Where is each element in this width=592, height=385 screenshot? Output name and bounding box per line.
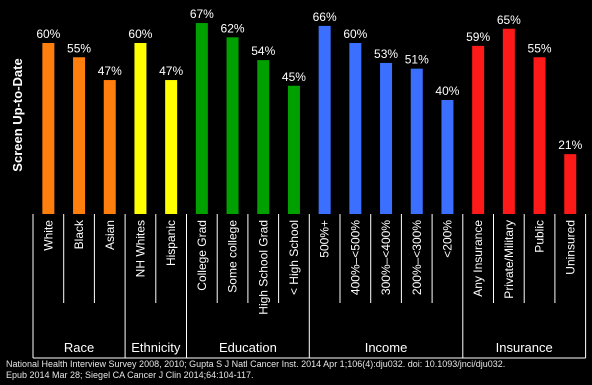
bar-1 [42,43,55,214]
bars-group: 60% 55% 47% 60% 47% 67% 62% 54% 45% 66% 60% 53% 51% 4… [36,7,583,215]
group-label-2: Ethnicity [131,340,181,355]
group-label-1: Race [64,340,94,355]
bar-17 [533,57,546,214]
value-label-4: 60% [128,27,152,41]
value-label-2: 55% [67,41,91,55]
category-label-10: 500%+ [318,220,332,258]
category-label-3: Asian [103,220,117,250]
category-label-7: Some college [226,220,240,293]
value-label-12: 53% [374,47,398,61]
footnote-line-1: National Health Interview Survey 2008, 2… [6,359,506,369]
value-label-8: 54% [251,44,275,58]
category-label-18: Uninsured [563,220,577,275]
bar-13 [410,68,423,215]
bar-11 [349,43,362,214]
bar-10 [318,25,331,215]
bar-14 [441,100,454,214]
value-label-11: 60% [343,27,367,41]
category-table: White Black Asian NH Whites Hispanic College … [32,214,587,359]
category-label-15: Any Insurance [471,220,485,297]
y-axis-label: Screen Up-to-Date [10,58,25,171]
category-label-9: < High School [287,220,301,295]
bar-16 [502,28,515,214]
bar-6 [195,23,208,214]
category-label-13: 200%–<300% [410,220,424,295]
footnote: National Health Interview Survey 2008, 2… [6,359,590,381]
value-label-17: 55% [528,41,552,55]
category-label-1: White [41,220,55,251]
value-label-6: 67% [190,7,214,21]
bar-9 [287,85,300,214]
footnote-line-2: Epub 2014 Mar 28; Siegel CA Cancer J Cli… [6,370,254,380]
value-label-18: 21% [558,138,582,152]
bar-7 [226,37,239,214]
category-label-16: Private/Military [502,220,516,299]
value-label-10: 66% [313,10,337,24]
bar-12 [380,62,393,215]
bar-15 [472,45,485,214]
value-label-14: 40% [435,84,459,98]
category-label-5: Hispanic [164,220,178,266]
category-label-17: Public [533,220,547,253]
value-label-1: 60% [36,27,60,41]
bar-18 [564,154,577,214]
group-label-5: Insurance [496,340,553,355]
value-label-9: 45% [282,70,306,84]
value-label-13: 51% [405,53,429,67]
group-label-4: Income [365,340,408,355]
value-label-5: 47% [159,64,183,78]
value-label-7: 62% [221,21,245,35]
bar-5 [165,80,178,214]
value-label-16: 65% [497,13,521,27]
value-label-3: 47% [98,64,122,78]
value-label-15: 59% [466,30,490,44]
category-label-12: 300%–<400% [379,220,393,295]
bar-2 [73,57,86,214]
group-label-3: Education [219,340,277,355]
category-label-2: Black [72,219,86,249]
category-label-11: 400%–<500% [348,220,362,295]
category-label-6: College Grad [195,220,209,291]
category-label-4: NH Whites [133,220,147,277]
bar-4 [134,43,147,214]
bar-3 [103,80,116,214]
bar-8 [257,60,270,214]
category-label-8: High School Grad [256,220,270,315]
category-label-14: <200% [440,220,454,258]
